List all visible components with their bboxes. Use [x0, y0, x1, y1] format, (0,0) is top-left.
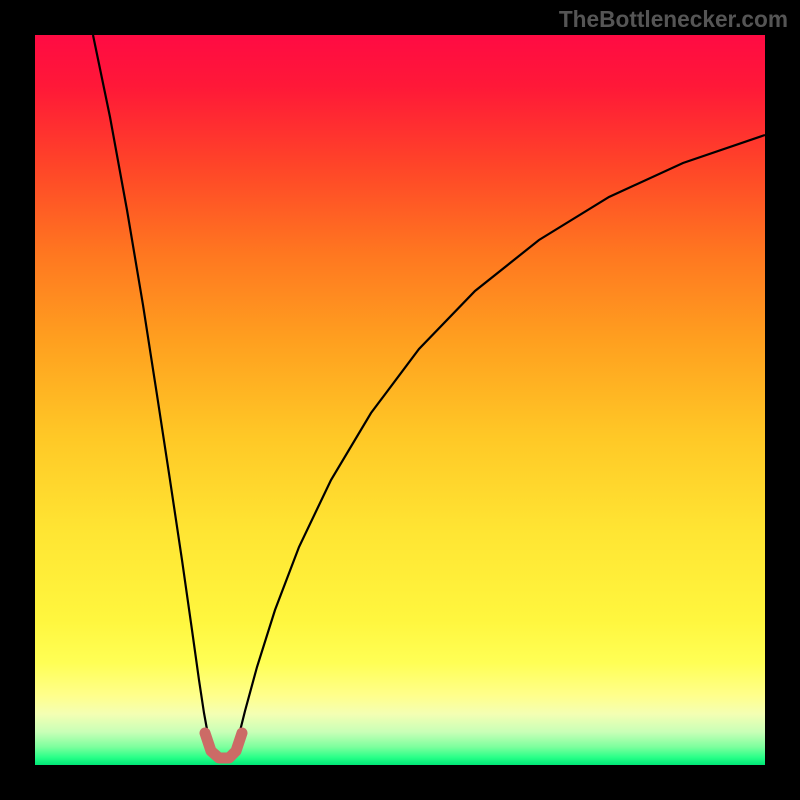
curve-layer: [35, 35, 765, 765]
bottleneck-curve-left: [93, 35, 208, 735]
plot-area: [35, 35, 765, 765]
chart-root: TheBottlenecker.com: [0, 0, 800, 800]
watermark-text: TheBottlenecker.com: [559, 6, 788, 33]
bottom-marker: [205, 733, 242, 758]
bottleneck-curve-right: [239, 135, 765, 735]
